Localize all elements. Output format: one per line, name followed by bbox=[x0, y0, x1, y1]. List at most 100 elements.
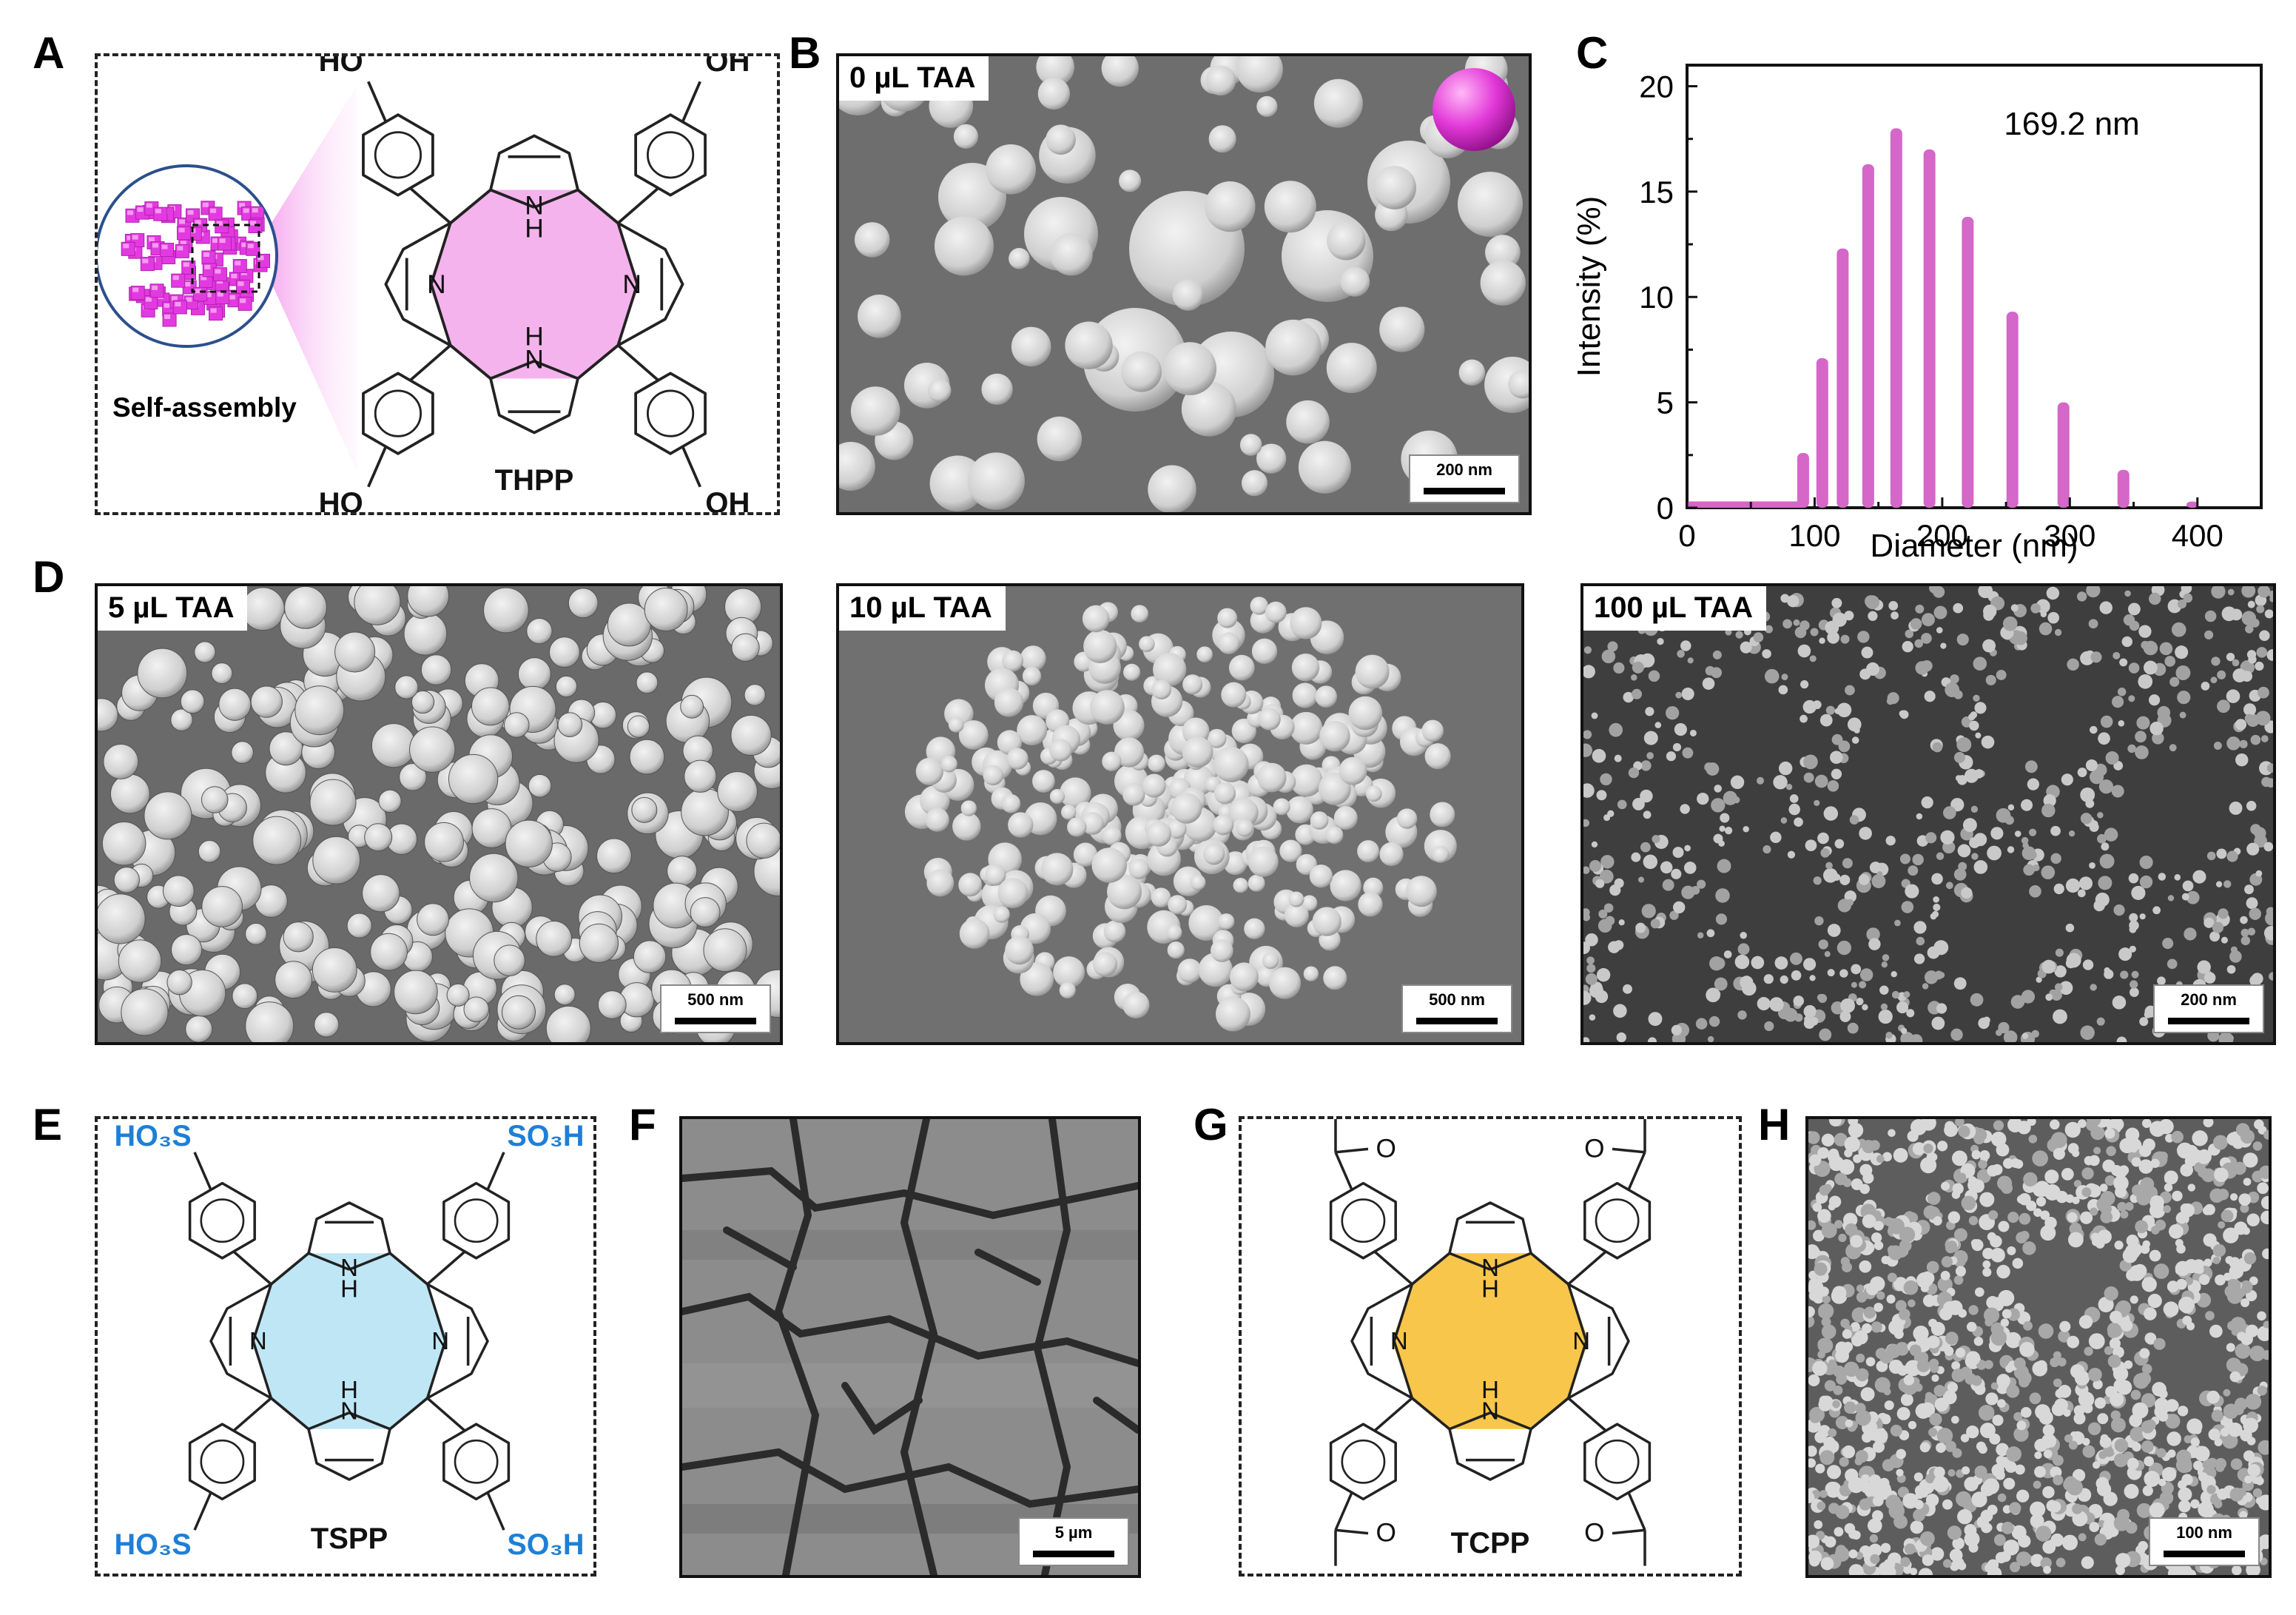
svg-text:HO: HO bbox=[319, 56, 363, 78]
zoom-box bbox=[191, 224, 260, 293]
sem-d3-tag: 100 µL TAA bbox=[1583, 586, 1766, 631]
svg-text:SO₃H: SO₃H bbox=[507, 1120, 584, 1152]
svg-text:N: N bbox=[427, 269, 446, 299]
sem-d2-scalebar: 500 nm bbox=[1401, 984, 1512, 1033]
chart-bar bbox=[2006, 312, 2019, 508]
svg-text:N: N bbox=[1481, 1254, 1499, 1281]
sem-b-tag: 0 µL TAA bbox=[839, 56, 989, 101]
chart-bar bbox=[1816, 357, 1828, 508]
svg-text:N: N bbox=[1390, 1327, 1408, 1354]
panel-label-a: A bbox=[33, 28, 65, 78]
panel-label-h: H bbox=[1758, 1100, 1791, 1149]
sem-image-d3: 100 µL TAA 200 nm bbox=[1580, 583, 2276, 1045]
panel-e-frame bbox=[95, 1116, 596, 1577]
sem-d2-tag: 10 µL TAA bbox=[839, 586, 1006, 631]
chart-ylabel: Intensity (%) bbox=[1571, 196, 1607, 377]
svg-text:N: N bbox=[1481, 1397, 1499, 1425]
sem-image-d2: 10 µL TAA 500 nm bbox=[836, 583, 1524, 1045]
svg-text:N: N bbox=[340, 1254, 358, 1281]
chart-ticks: 0 100 200 300 400 0 5 10 15 20 bbox=[1639, 69, 2223, 553]
svg-text:N: N bbox=[1572, 1327, 1590, 1354]
svg-text:OH: OH bbox=[705, 486, 750, 512]
panel-label-b: B bbox=[789, 28, 821, 78]
chart-bar bbox=[2186, 501, 2198, 508]
svg-text:N: N bbox=[249, 1327, 267, 1354]
chart-bar bbox=[1962, 217, 1974, 508]
chart-bar bbox=[1890, 128, 1902, 508]
sem-d3-scalebar: 200 nm bbox=[2153, 984, 2264, 1033]
svg-text:N: N bbox=[340, 1397, 358, 1425]
sem-f-scalebar: 5 µm bbox=[1018, 1517, 1129, 1566]
chart-ytick-label: 0 bbox=[1657, 491, 1674, 526]
panel-g-frame bbox=[1239, 1116, 1742, 1577]
chart-xtick-label: 200 bbox=[1916, 518, 1968, 553]
chart-bar bbox=[1837, 248, 1849, 508]
svg-text:HO: HO bbox=[319, 486, 363, 512]
svg-text:O: O bbox=[1584, 1134, 1604, 1163]
sem-d1-tag: 5 µL TAA bbox=[98, 586, 248, 631]
cube-cluster bbox=[121, 201, 271, 327]
chart-bar bbox=[1923, 149, 1936, 508]
svg-text:HO₃S: HO₃S bbox=[114, 1528, 191, 1561]
sphere-icon bbox=[1433, 68, 1515, 151]
panel-g-drawing: NNNHNHOOHOHOOOHOHOTCPP bbox=[1329, 1119, 1652, 1566]
thpp-label: THPP bbox=[495, 464, 574, 497]
chart-bar bbox=[1862, 164, 1874, 508]
svg-text:O: O bbox=[1376, 1134, 1396, 1163]
panel-label-c: C bbox=[1576, 28, 1609, 78]
tspp-label: TSPP bbox=[311, 1522, 388, 1555]
svg-text:N: N bbox=[525, 344, 544, 374]
chart-bar bbox=[1797, 452, 1809, 508]
panel-label-e: E bbox=[33, 1100, 63, 1149]
chart-frame bbox=[1686, 64, 2263, 509]
chart-ytick-label: 15 bbox=[1639, 175, 1674, 209]
sem-b-texture bbox=[839, 56, 1529, 512]
svg-text:OH: OH bbox=[705, 56, 750, 78]
svg-text:H: H bbox=[1481, 1376, 1499, 1403]
svg-text:H: H bbox=[340, 1376, 358, 1403]
tcpp-molecule: NNNHNHOOHOHOOOHOHOTCPP bbox=[1329, 1119, 1652, 1566]
svg-text:N: N bbox=[622, 269, 642, 299]
sem-image-f: 5 µm bbox=[679, 1116, 1141, 1578]
chart-ytick-label: 10 bbox=[1639, 280, 1674, 315]
chart-bar bbox=[2057, 402, 2070, 508]
sem-image-h: 100 nm bbox=[1805, 1116, 2272, 1578]
self-assembly-caption: Self-assembly bbox=[112, 392, 297, 423]
sem-d1-scalebar: 500 nm bbox=[660, 984, 771, 1033]
chart-bars bbox=[1687, 128, 2198, 508]
chart-baseline-bar bbox=[1687, 501, 1802, 508]
svg-text:SO₃H: SO₃H bbox=[507, 1528, 584, 1561]
panel-a-frame bbox=[95, 53, 780, 515]
zoom-cone bbox=[269, 86, 357, 471]
chart-xtick-label: 300 bbox=[2044, 518, 2095, 553]
chart-xtick-label: 400 bbox=[2172, 518, 2223, 553]
chart-xtick-label: 0 bbox=[1678, 518, 1695, 553]
svg-text:O: O bbox=[1376, 1519, 1396, 1548]
tcpp-label: TCPP bbox=[1451, 1527, 1530, 1559]
scalebar-label: 200 nm bbox=[1436, 460, 1492, 479]
sem-image-d1: 5 µL TAA 500 nm bbox=[95, 583, 783, 1045]
sem-h-scalebar: 100 nm bbox=[2149, 1517, 2260, 1566]
svg-text:H: H bbox=[1481, 1275, 1499, 1303]
chart-xtick-label: 100 bbox=[1788, 518, 1840, 553]
sem-b-scalebar: 200 nm bbox=[1409, 454, 1520, 503]
svg-text:H: H bbox=[340, 1275, 358, 1303]
panel-label-f: F bbox=[629, 1100, 656, 1149]
chart-xlabel: Diameter (nm) bbox=[1870, 528, 2078, 564]
chart-annotation: 169.2 nm bbox=[2004, 106, 2139, 142]
svg-text:H: H bbox=[525, 322, 544, 352]
dls-chart: 0 100 200 300 400 0 5 10 15 20 169.2 nm Diameter … bbox=[1571, 64, 2263, 564]
chart-bar bbox=[2117, 469, 2130, 508]
svg-text:O: O bbox=[1584, 1519, 1604, 1548]
svg-text:N: N bbox=[525, 191, 544, 221]
svg-text:N: N bbox=[431, 1327, 449, 1354]
svg-text:H: H bbox=[525, 213, 544, 243]
chart-ytick-label: 20 bbox=[1639, 69, 1674, 104]
svg-text:HO₃S: HO₃S bbox=[114, 1120, 191, 1152]
chart-ytick-label: 5 bbox=[1657, 386, 1674, 420]
sem-image-b: 0 µL TAA 200 nm bbox=[836, 53, 1532, 515]
